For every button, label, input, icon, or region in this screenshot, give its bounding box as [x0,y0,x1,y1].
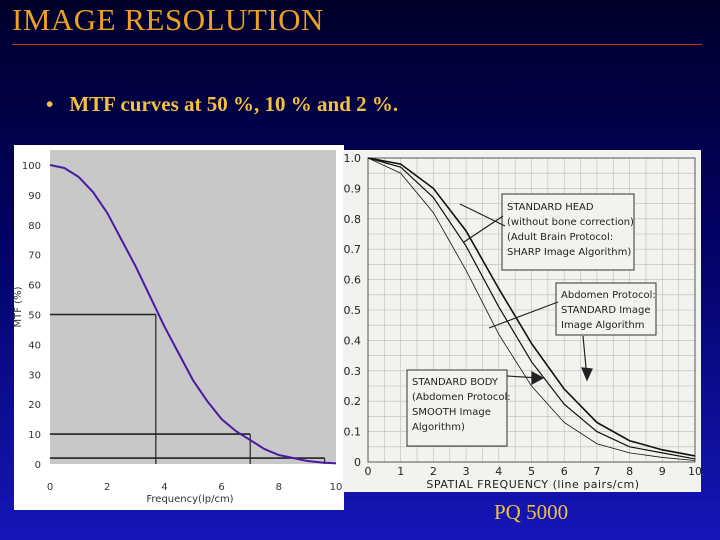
right-x-tick-label: 0 [365,465,372,478]
right-y-tick-label: 0 [354,456,361,469]
right-mtf-series-line [367,157,696,457]
right-y-tick-label: 0.4 [344,334,362,347]
annotation-pointers [459,203,593,386]
right-x-tick-label: 9 [659,465,666,478]
left-y-tick-label: 20 [28,400,41,411]
right-x-tick-label: 4 [495,465,502,478]
pointer-head-lower [463,215,504,243]
left-y-tick-label: 80 [28,221,41,232]
left-x-tick-label: 2 [104,482,110,493]
right-x-tick-label: 10 [688,465,701,478]
annotation-line: STANDARD HEAD [507,202,594,213]
right-y-tick-label: 0.3 [344,365,362,378]
right-x-tick-label: 1 [397,465,404,478]
bullet-point: • MTF curves at 50 %, 10 % and 2 %. [46,92,398,117]
right-x-tick-label: 5 [528,465,535,478]
annotation-line: SMOOTH Image [412,407,491,418]
left-y-tick-label: 90 [28,191,41,202]
right-y-tick-label: 0.1 [344,426,362,439]
annotation-line: (without bone correction) [507,217,634,228]
annotation-line: STANDARD BODY [412,377,499,388]
annotation-standard-body: STANDARD BODY (Abdomen Protocol: SMOOTH … [406,369,514,447]
left-x-tick-label: 0 [47,482,53,493]
left-mtf-chart: 0 10 20 30 40 50 60 70 80 90 100 0 2 4 6 8 10 MTF (%) Fr… [14,145,344,510]
left-y-tick-label: 50 [28,311,41,322]
right-x-tick-label: 6 [561,465,568,478]
left-y-tick-label: 40 [28,340,41,351]
svg-text:STANDARD BODY (Abdomen P: STANDARD BODY (Abdomen Protocol: SMOOTH … [412,377,514,433]
right-mtf-series-line [367,157,696,460]
right-x-axis-label: SPATIAL FREQUENCY (line pairs/cm) [426,478,639,491]
annotation-standard-head: STANDARD HEAD (without bone correction) … [501,193,637,271]
left-y-tick-label: 10 [28,430,41,441]
annotation-line: SHARP Image Algorithm) [507,247,631,258]
pointer-head-upper [459,203,506,227]
annotation-line: (Adult Brain Protocol: [507,232,613,243]
annotation-line: Image Algorithm [561,320,644,331]
annotation-line: (Abdomen Protocol: [412,392,511,403]
right-y-tick-label: 1.0 [344,152,362,165]
arrowhead [531,370,545,386]
right-y-tick-label: 0.5 [344,304,362,317]
left-y-tick-label: 60 [28,281,41,292]
left-y-tick-label: 70 [28,251,41,262]
left-y-tick-label: 100 [22,161,41,172]
pointer-abdomen-upper [488,301,559,329]
left-x-tick-label: 6 [218,482,224,493]
right-x-tick-label: 3 [463,465,470,478]
right-x-tick-label: 7 [593,465,600,478]
title-divider [12,44,702,45]
bullet-dot: • [46,92,54,116]
svg-text:Abdomen Protocol: STANDA: Abdomen Protocol: STANDARD Image Image A… [561,290,659,331]
right-x-tick-label: 8 [626,465,633,478]
slide-title: IMAGE RESOLUTION [12,2,324,37]
left-x-tick-label: 4 [161,482,167,493]
annotation-line: Abdomen Protocol: [561,290,656,301]
right-plot-frame [367,157,696,463]
right-mtf-series-line [367,157,696,461]
right-y-tick-label: 0.9 [344,182,362,195]
annotation-abdomen-protocol: Abdomen Protocol: STANDARD Image Image A… [555,282,659,336]
svg-text:STANDARD HEAD (without b: STANDARD HEAD (without bone correction) … [507,202,637,258]
annotation-line: STANDARD Image [561,305,651,316]
right-y-tick-label: 0.8 [344,213,362,226]
annotation-line: Algorithm) [412,422,465,433]
right-y-tick-label: 0.7 [344,243,362,256]
right-y-tick-label: 0.6 [344,274,362,287]
bullet-text: MTF curves at 50 %, 10 % and 2 %. [69,92,399,116]
left-x-tick-label: 8 [276,482,282,493]
caption-pq5000: PQ 5000 [494,500,569,524]
arrowhead [581,367,593,382]
right-mtf-chart: 0 0.1 0.2 0.3 0.4 0.5 0.6 0.7 0.8 0.9 1.0 0 1 2 3 4 5 6 7 8… [343,150,701,492]
left-mtf-series-line [49,164,337,465]
right-x-tick-label: 2 [430,465,437,478]
left-y-tick-label: 0 [35,460,41,471]
left-y-tick-label: 30 [28,370,41,381]
right-y-tick-label: 0.2 [344,395,362,408]
left-x-tick-label: 10 [330,482,343,493]
left-plot-area [50,150,336,464]
left-y-axis-label: MTF (%) [14,286,24,327]
left-x-axis-label: Frequency(lp/cm) [146,494,233,505]
